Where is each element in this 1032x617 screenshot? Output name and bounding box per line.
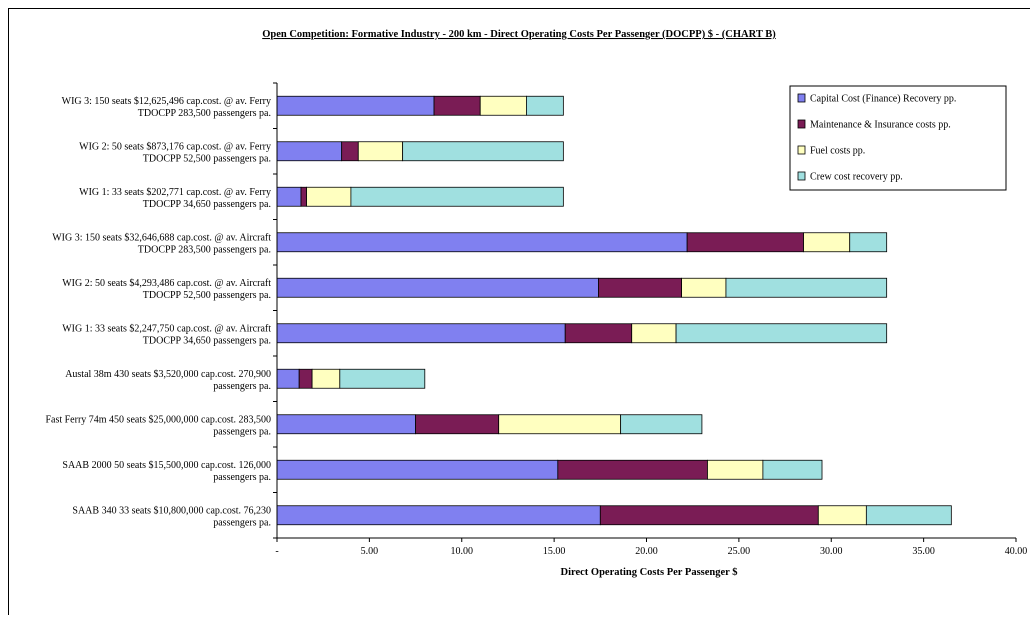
- chart-title: Open Competition: Formative Industry - 2…: [262, 29, 776, 40]
- legend-label: Maintenance & Insurance costs pp.: [810, 120, 951, 131]
- legend-swatch: [797, 145, 806, 155]
- category-label-line: WIG 1: 33 seats $202,771 cap.cost. @ av.…: [79, 187, 271, 198]
- category-label-line: TDOCPP 34,650 passengers pa.: [143, 199, 271, 210]
- category-label: Austal 38m 430 seats $3,520,000 cap.cost…: [65, 369, 271, 392]
- bar-segment-1-row-8: [276, 414, 416, 435]
- legend-label: Crew cost recovery pp.: [810, 172, 903, 183]
- bar-segment-3-row-2: [357, 141, 404, 162]
- chart-frame: [8, 8, 1030, 615]
- bar-segment-4-row-1: [526, 95, 564, 116]
- bar-segment-3-row-1: [479, 95, 527, 116]
- bar-segment-1-row-7: [276, 368, 300, 389]
- bar-segment-4-row-3: [350, 186, 564, 207]
- legend-label: Fuel costs pp.: [810, 146, 865, 157]
- bar-segment-2-row-1: [433, 95, 481, 116]
- bar-segment-1-row-4: [276, 232, 688, 253]
- legend-box: [789, 85, 1007, 191]
- bar-segment-1-row-2: [276, 141, 343, 162]
- x-tick-label: -: [275, 546, 278, 557]
- category-label-line: TDOCPP 52,500 passengers pa.: [143, 153, 271, 164]
- bar-segment-3-row-8: [498, 414, 622, 435]
- category-label-line: TDOCPP 52,500 passengers pa.: [143, 290, 271, 301]
- category-label-line: WIG 1: 33 seats $2,247,750 cap.cost. @ a…: [62, 323, 271, 334]
- category-label: WIG 1: 33 seats $2,247,750 cap.cost. @ a…: [62, 323, 271, 346]
- category-label: Fast Ferry 74m 450 seats $25,000,000 cap…: [45, 414, 271, 437]
- category-label-line: WIG 3: 150 seats $12,625,496 cap.cost. @…: [62, 96, 271, 107]
- bar-segment-2-row-8: [415, 414, 500, 435]
- bar-segment-2-row-9: [557, 459, 708, 480]
- bar-segment-1-row-5: [276, 277, 599, 298]
- category-label-line: SAAB 2000 50 seats $15,500,000 cap.cost.…: [62, 460, 271, 471]
- bar-segment-3-row-4: [803, 232, 851, 253]
- category-label: WIG 3: 150 seats $12,625,496 cap.cost. @…: [62, 96, 271, 119]
- bar-segment-2-row-7: [298, 368, 313, 389]
- legend-swatch: [797, 119, 806, 129]
- category-label: SAAB 2000 50 seats $15,500,000 cap.cost.…: [62, 460, 271, 483]
- bar-segment-2-row-10: [599, 505, 819, 526]
- bar-segment-1-row-1: [276, 95, 435, 116]
- bar-segment-2-row-5: [598, 277, 683, 298]
- x-tick-label: 10.00: [451, 546, 474, 557]
- category-label-line: passengers pa.: [213, 381, 271, 392]
- x-tick-label: 30.00: [820, 546, 843, 557]
- legend: Capital Cost (Finance) Recovery pp. Maint…: [789, 85, 1007, 191]
- bar-segment-3-row-3: [306, 186, 352, 207]
- bar-segment-3-row-7: [311, 368, 341, 389]
- bar-segment-1-row-10: [276, 505, 601, 526]
- legend-label: Capital Cost (Finance) Recovery pp.: [810, 94, 956, 105]
- category-label-line: TDOCPP 34,650 passengers pa.: [143, 335, 271, 346]
- bar-segment-3-row-5: [681, 277, 727, 298]
- legend-swatch: [797, 93, 806, 103]
- bar-segment-2-row-3: [300, 186, 307, 207]
- category-label-line: passengers pa.: [213, 426, 271, 437]
- category-label-line: TDOCPP 283,500 passengers pa.: [138, 108, 271, 119]
- category-label-line: passengers pa.: [213, 517, 271, 528]
- bar-segment-3-row-9: [707, 459, 764, 480]
- category-label-line: passengers pa.: [213, 472, 271, 483]
- category-label-line: Fast Ferry 74m 450 seats $25,000,000 cap…: [45, 414, 271, 425]
- bar-segment-4-row-6: [675, 323, 888, 344]
- bar-segment-4-row-8: [620, 414, 703, 435]
- x-tick-label: 20.00: [635, 546, 658, 557]
- x-tick-label: 5.00: [361, 546, 379, 557]
- bar-segment-4-row-10: [865, 505, 952, 526]
- bar-segment-4-row-7: [339, 368, 426, 389]
- category-label: WIG 3: 150 seats $32,646,688 cap.cost. @…: [52, 232, 271, 255]
- x-tick-label: 35.00: [912, 546, 935, 557]
- bar-segment-4-row-4: [849, 232, 888, 253]
- bar-segment-2-row-6: [564, 323, 633, 344]
- category-label-line: SAAB 340 33 seats $10,800,000 cap.cost. …: [72, 505, 271, 516]
- x-tick-label: 15.00: [543, 546, 566, 557]
- x-axis-title: Direct Operating Costs Per Passenger $: [560, 567, 737, 578]
- category-label-line: TDOCPP 283,500 passengers pa.: [138, 244, 271, 255]
- bar-segment-1-row-9: [276, 459, 559, 480]
- bar-segment-2-row-4: [686, 232, 804, 253]
- category-label-line: WIG 2: 50 seats $873,176 cap.cost. @ av.…: [79, 141, 271, 152]
- bar-segment-4-row-2: [402, 141, 564, 162]
- category-label: WIG 2: 50 seats $873,176 cap.cost. @ av.…: [79, 141, 271, 164]
- bar-segment-4-row-5: [725, 277, 888, 298]
- bar-segment-4-row-9: [762, 459, 823, 480]
- plot-area: WIG 3: 150 seats $12,625,496 cap.cost. @…: [45, 82, 1028, 557]
- bar-segment-3-row-6: [631, 323, 677, 344]
- category-label: SAAB 340 33 seats $10,800,000 cap.cost. …: [72, 505, 271, 528]
- bar-segment-2-row-2: [341, 141, 359, 162]
- bar-segment-3-row-10: [817, 505, 867, 526]
- category-label-line: WIG 2: 50 seats $4,293,486 cap.cost. @ a…: [62, 278, 271, 289]
- x-tick-label: 40.00: [1005, 546, 1028, 557]
- bar-segment-1-row-3: [276, 186, 302, 207]
- x-tick-label: 25.00: [728, 546, 751, 557]
- legend-swatch: [797, 171, 806, 181]
- category-label: WIG 2: 50 seats $4,293,486 cap.cost. @ a…: [62, 278, 271, 301]
- category-label-line: WIG 3: 150 seats $32,646,688 cap.cost. @…: [52, 232, 271, 243]
- category-label-line: Austal 38m 430 seats $3,520,000 cap.cost…: [65, 369, 271, 380]
- category-label: WIG 1: 33 seats $202,771 cap.cost. @ av.…: [79, 187, 271, 210]
- bar-segment-1-row-6: [276, 323, 566, 344]
